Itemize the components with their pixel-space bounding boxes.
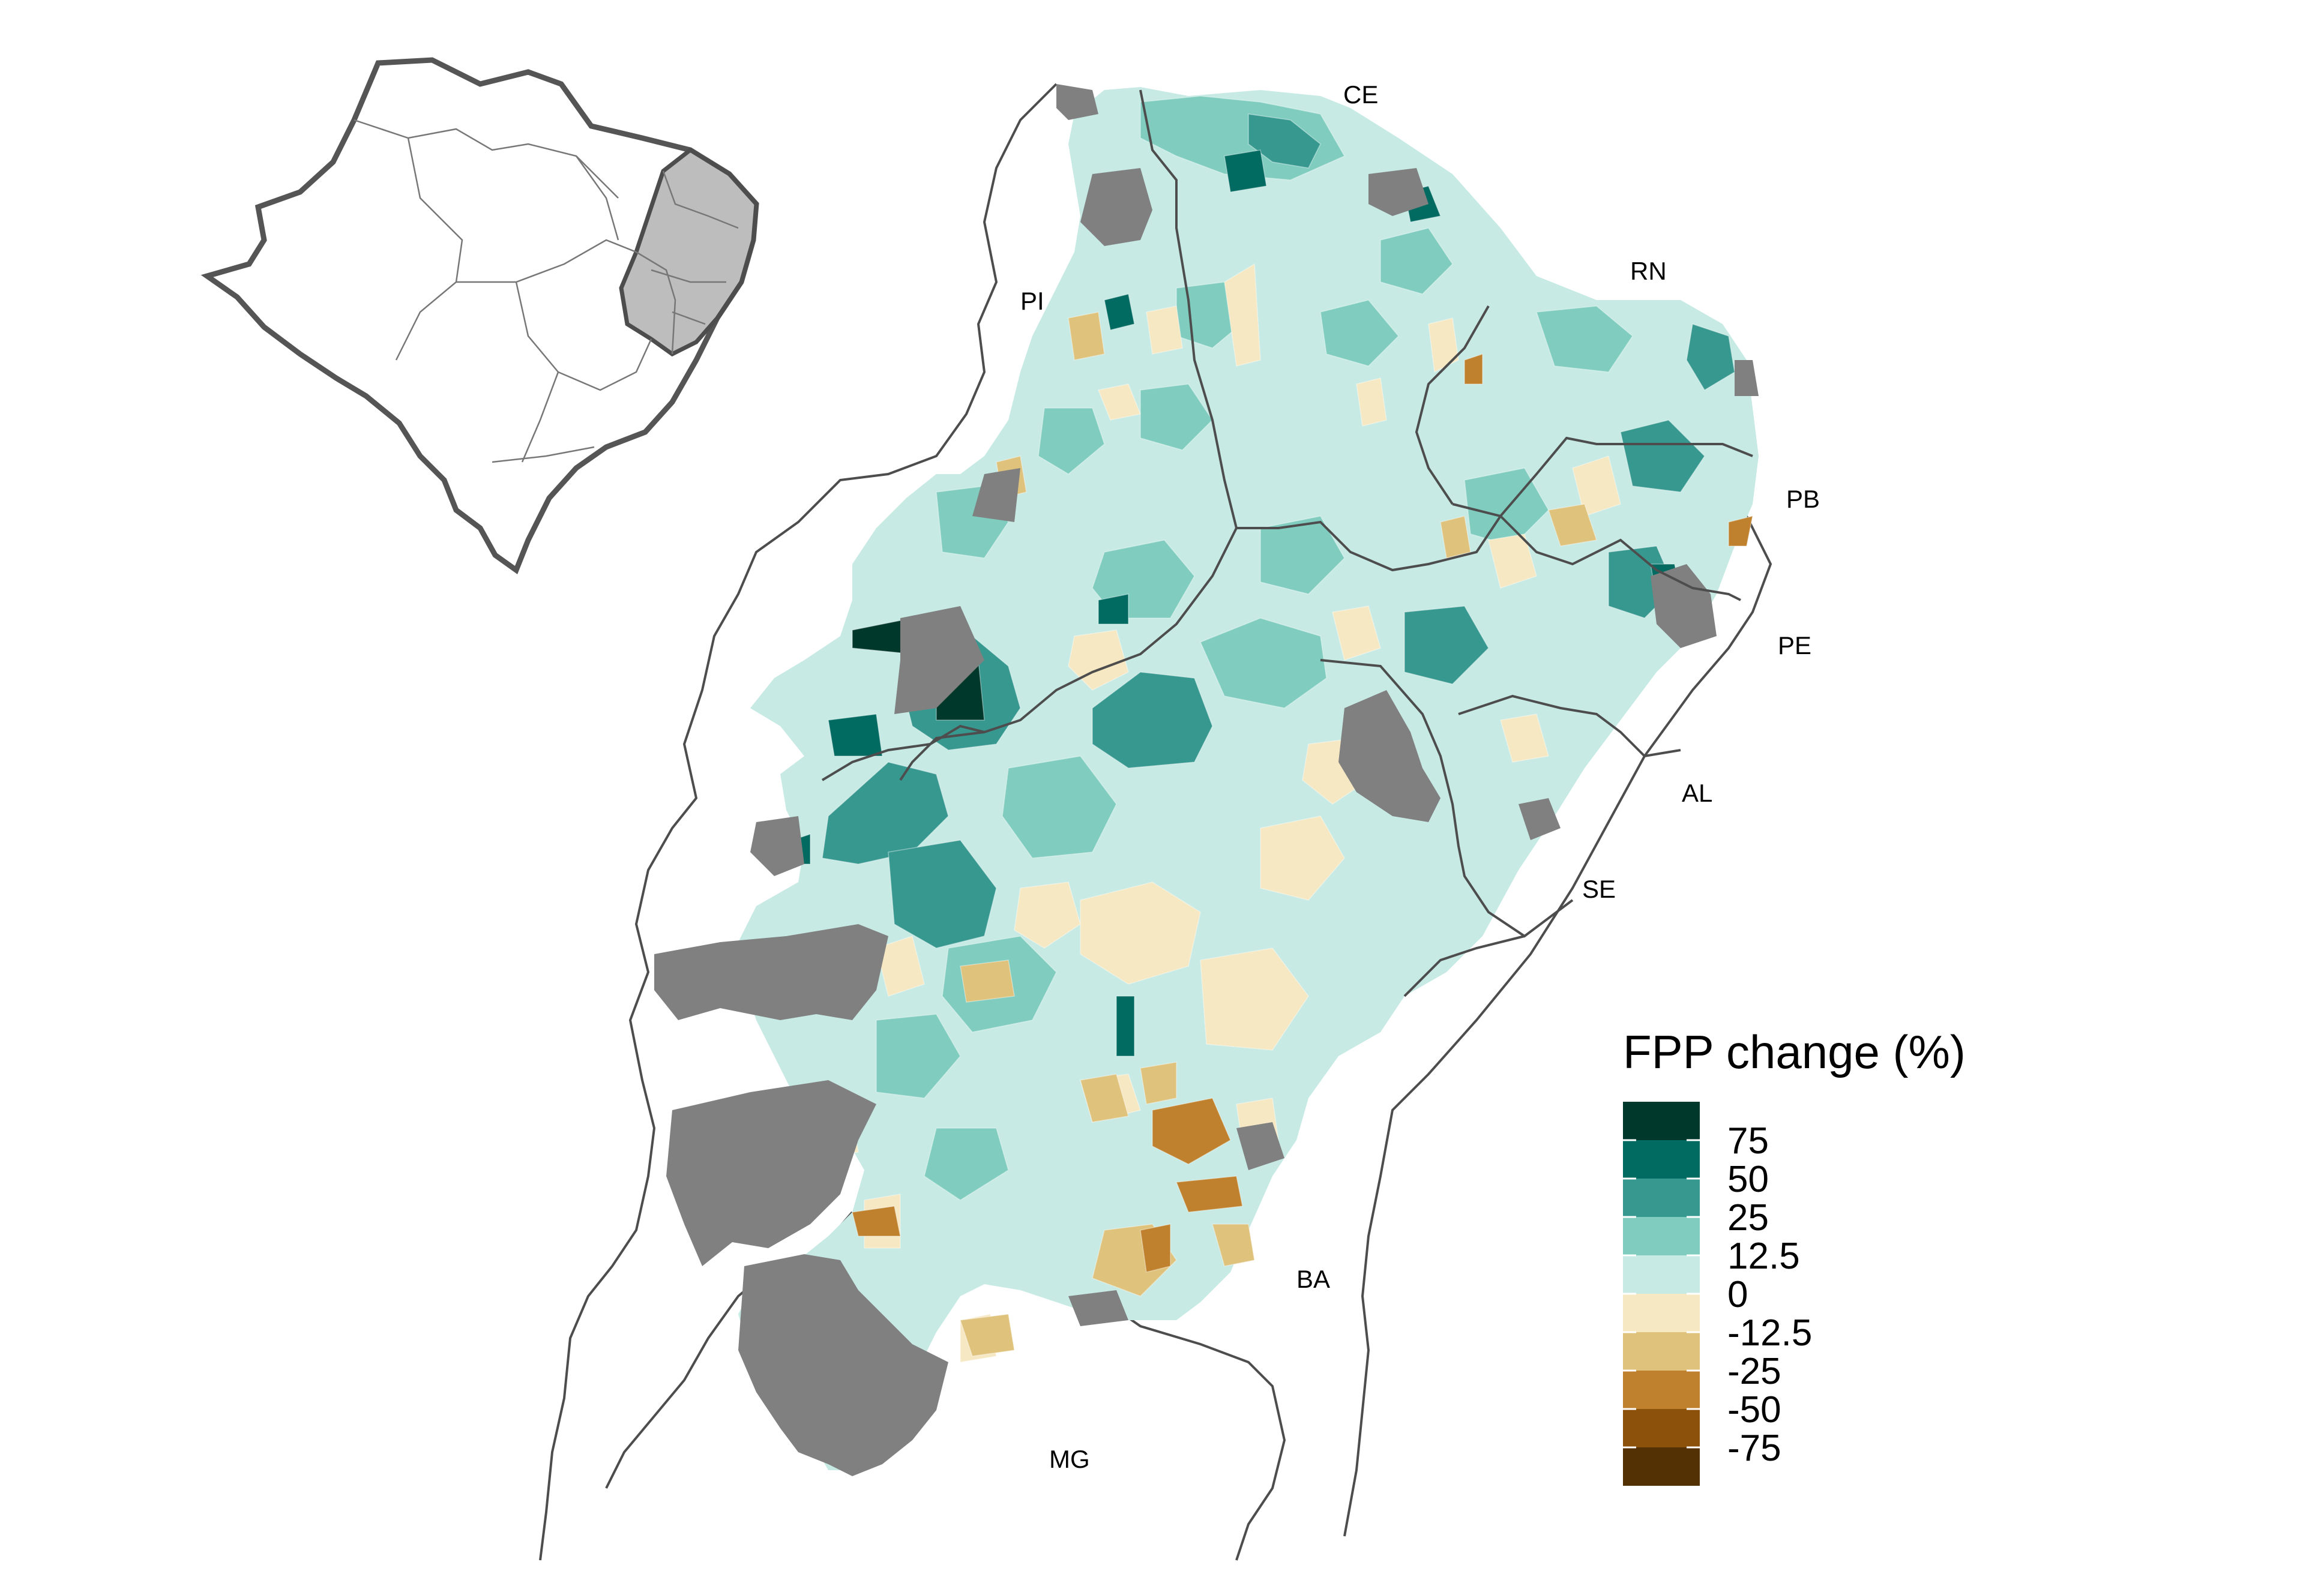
- legend-swatches: [1623, 1102, 1700, 1486]
- legend-tick-label: 75: [1727, 1120, 1769, 1162]
- legend-swatch: [1623, 1332, 1700, 1371]
- legend-tick-label: -75: [1727, 1428, 1781, 1469]
- legend-title: FPP change (%): [1623, 1026, 1966, 1078]
- legend-tick-label: -50: [1727, 1389, 1781, 1431]
- state-label-rn: RN: [1630, 257, 1667, 285]
- legend-tick-label: 12.5: [1727, 1236, 1800, 1277]
- legend-tick-label: 50: [1727, 1159, 1769, 1200]
- legend-swatch: [1623, 1255, 1700, 1294]
- state-label-al: AL: [1682, 779, 1712, 807]
- legend-swatch: [1623, 1140, 1700, 1179]
- inset-brazil-outline: [200, 57, 759, 574]
- inset-northeast-region: [619, 147, 759, 357]
- internal-state-borders: [821, 89, 1753, 997]
- legend-swatch: [1623, 1102, 1700, 1140]
- study-area-base: [738, 87, 1759, 1470]
- legend-swatch: [1623, 1371, 1700, 1409]
- study-area: [654, 84, 1759, 1476]
- legend-swatch: [1623, 1409, 1700, 1447]
- legend-tick-label: 0: [1727, 1274, 1748, 1315]
- legend-swatch: [1623, 1294, 1700, 1332]
- state-label-se: SE: [1582, 875, 1616, 903]
- state-label-pi: PI: [1020, 287, 1044, 315]
- legend-swatch: [1623, 1447, 1700, 1486]
- no-data-municipalities: [654, 84, 1759, 1476]
- legend-tick-label: -25: [1727, 1351, 1781, 1392]
- state-labels: CE RN PI PB PE AL SE BA MG: [1020, 80, 1820, 1473]
- state-label-pb: PB: [1786, 485, 1820, 513]
- state-label-pe: PE: [1778, 631, 1811, 659]
- legend-tick-label: 25: [1727, 1197, 1769, 1239]
- state-label-ce: CE: [1343, 80, 1378, 109]
- legend-swatch: [1623, 1179, 1700, 1217]
- legend-swatch: [1623, 1217, 1700, 1255]
- legend-tick-label: -12.5: [1727, 1312, 1812, 1354]
- piaui-west-outline: [539, 83, 1058, 1561]
- pernambuco-al-se-coast: [1343, 503, 1772, 1537]
- state-label-mg: MG: [1049, 1445, 1090, 1473]
- inset-brazil-map: [200, 57, 759, 574]
- inset-state-borders: [354, 119, 739, 463]
- choropleth-patches: [792, 95, 1753, 1363]
- state-label-ba: BA: [1296, 1265, 1330, 1293]
